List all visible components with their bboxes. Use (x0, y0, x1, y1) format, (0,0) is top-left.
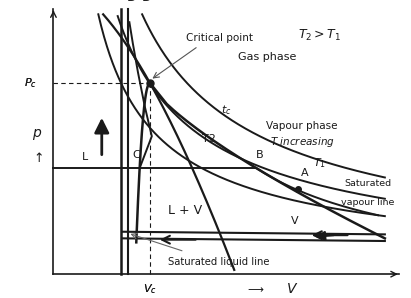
Text: C: C (132, 150, 140, 160)
Text: Saturated: Saturated (344, 179, 391, 189)
Text: $T_1$: $T_1$ (313, 156, 326, 170)
Text: $P_c$: $P_c$ (24, 76, 37, 90)
Text: $\longrightarrow$: $\longrightarrow$ (245, 284, 265, 294)
Text: B: B (256, 150, 263, 160)
Text: $V_c$: $V_c$ (143, 282, 157, 296)
Text: L + V: L + V (168, 204, 202, 217)
Text: Gas phase: Gas phase (238, 52, 297, 62)
Text: L: L (81, 153, 88, 162)
Text: $V_c$: $V_c$ (143, 282, 157, 296)
Text: Vapour phase: Vapour phase (266, 121, 338, 131)
Text: $T$ increasing: $T$ increasing (270, 135, 335, 148)
Text: $V$: $V$ (286, 282, 298, 296)
Text: vapour line: vapour line (341, 198, 394, 207)
Text: A: A (301, 168, 308, 179)
Text: $T_2 > T_1$: $T_2 > T_1$ (298, 28, 341, 43)
Text: T2: T2 (202, 134, 216, 144)
Text: $p$: $p$ (32, 127, 42, 142)
Text: V: V (291, 216, 299, 226)
Text: $t_c$: $t_c$ (221, 103, 231, 117)
Text: Critical point: Critical point (186, 33, 253, 43)
Text: D: D (126, 0, 136, 4)
Text: D: D (142, 0, 152, 4)
Text: $P_c$: $P_c$ (24, 76, 37, 90)
Text: $\uparrow$: $\uparrow$ (31, 151, 43, 165)
Text: Saturated liquid line: Saturated liquid line (169, 257, 270, 267)
